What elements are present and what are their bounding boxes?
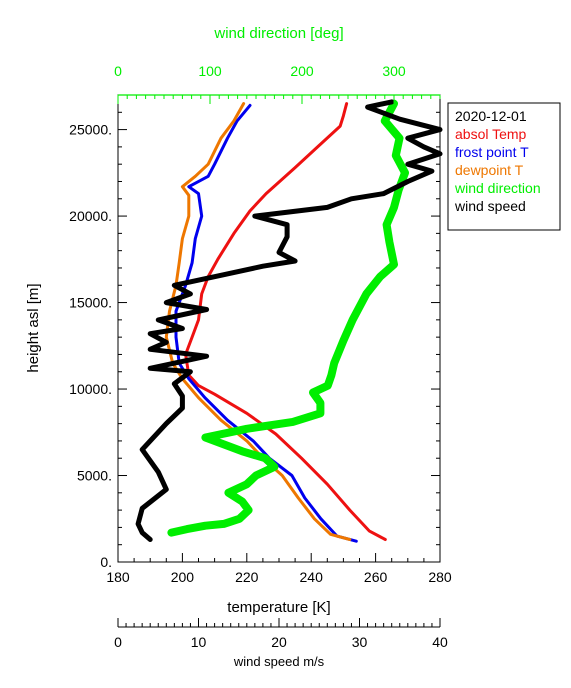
legend-entry-wind-speed: wind speed <box>454 198 526 214</box>
temperature-tick-label: 180 <box>106 569 130 585</box>
legend-entry-absol-temp: absol Temp <box>455 126 527 142</box>
legend: 2020-12-01 absol Temp frost point T dewp… <box>447 102 561 231</box>
y-tick-label: 25000. <box>69 122 112 138</box>
y-tick-label: 10000. <box>69 381 112 397</box>
wind-speed-tick-label: 20 <box>271 634 287 650</box>
legend-box <box>447 102 561 231</box>
series-line-wind-direction <box>167 99 409 537</box>
y-axis-title: height asl [m] <box>25 283 42 372</box>
legend-date: 2020-12-01 <box>455 108 527 124</box>
wind-speed-axis-title: wind speed m/s <box>233 654 325 669</box>
wind-speed-tick-label: 10 <box>191 634 207 650</box>
wind-direction-tick-label: 100 <box>198 63 222 79</box>
legend-entry-wind-direction: wind direction <box>454 180 541 196</box>
y-tick-label: 15000. <box>69 295 112 311</box>
ticks-layer: 0.5000.10000.15000.20000.25000.180 200 220… <box>69 63 452 650</box>
temperature-tick-label: 260 <box>364 569 388 585</box>
temperature-axis-title: temperature [K] <box>227 599 330 616</box>
series-layer <box>135 99 443 543</box>
legend-entry-dewpoint: dewpoint T <box>455 162 524 178</box>
y-tick-label: 0. <box>100 554 112 570</box>
wind-speed-tick-label: 40 <box>432 634 448 650</box>
wind-direction-tick-label: 0 <box>114 63 122 79</box>
temperature-tick-label: 240 <box>300 569 324 585</box>
series-line-wind-speed <box>135 99 443 542</box>
series-line-absol-temp <box>184 102 387 541</box>
wind-direction-tick-label: 200 <box>290 63 314 79</box>
temperature-tick-label: 200 <box>171 569 195 585</box>
y-tick-label: 20000. <box>69 208 112 224</box>
temperature-tick-label: 280 <box>428 569 452 585</box>
wind-speed-tick-label: 0 <box>114 634 122 650</box>
wind-speed-tick-label: 30 <box>352 634 368 650</box>
y-tick-label: 5000. <box>77 468 112 484</box>
legend-entry-frost-point: frost point T <box>455 144 529 160</box>
wind-direction-axis-title: wind direction [deg] <box>213 25 343 42</box>
wind-direction-tick-label: 300 <box>382 63 406 79</box>
temperature-tick-label: 220 <box>235 569 259 585</box>
